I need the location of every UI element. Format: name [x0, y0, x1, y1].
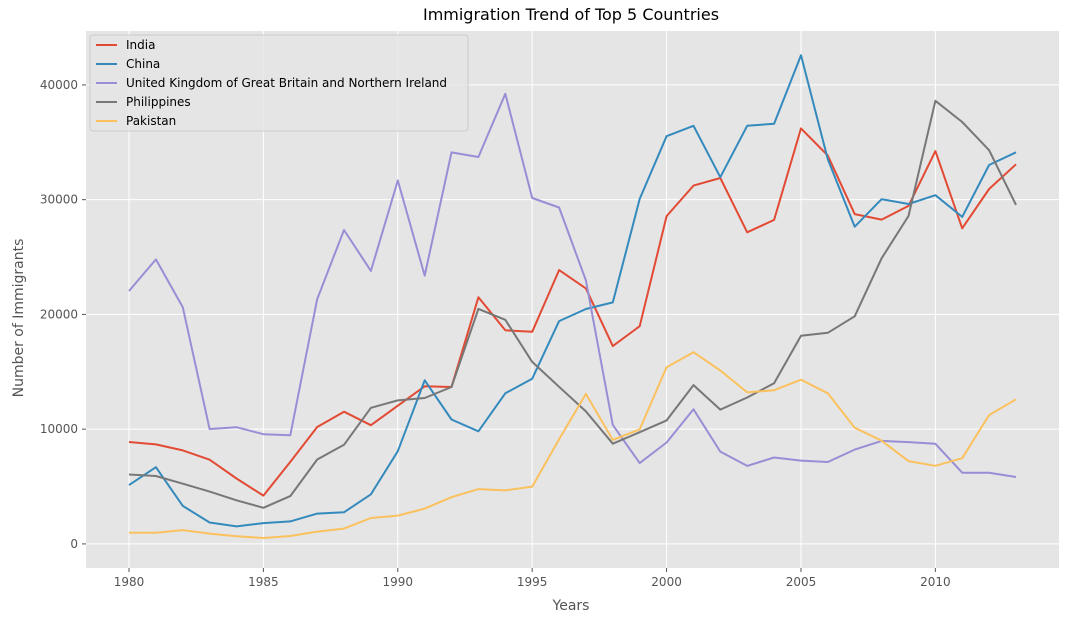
y-tick-label: 20000	[40, 307, 78, 321]
y-tick-label: 40000	[40, 78, 78, 92]
x-tick-label: 1985	[248, 575, 279, 589]
series-lines	[128, 54, 1017, 539]
legend-label-philippines: Philippines	[126, 95, 191, 109]
x-tick-label: 2010	[920, 575, 951, 589]
series-line-united-kingdom-of-great-britain-and-northern-ireland	[128, 92, 1017, 478]
axis-ticks: 1980 1985 1990 1995 2000 2005 2010 0 10000 20000 3…	[40, 78, 951, 589]
x-tick-label: 1990	[383, 575, 414, 589]
legend-label-pakistan: Pakistan	[126, 114, 176, 128]
legend-label-united-kingdom-of-great-britain-and-northern-ireland: United Kingdom of Great Britain and Nort…	[126, 76, 447, 90]
legend-label-india: India	[126, 38, 155, 52]
x-tick-label: 1980	[114, 575, 145, 589]
legend: India China United Kingdom of Great Britai…	[89, 34, 469, 132]
chart-title: Immigration Trend of Top 5 Countries	[423, 5, 719, 24]
series-line-pakistan	[128, 351, 1017, 539]
y-tick-label: 30000	[40, 193, 78, 207]
series-line-india	[128, 127, 1017, 497]
legend-label-china: China	[126, 57, 160, 71]
y-tick-label: 10000	[40, 422, 78, 436]
x-tick-label: 2005	[786, 575, 817, 589]
x-tick-label: 1995	[517, 575, 548, 589]
x-tick-label: 2000	[651, 575, 682, 589]
y-axis-label: Number of Immigrants	[11, 239, 27, 398]
y-tick-label: 0	[70, 537, 78, 551]
x-axis-label: Years	[552, 598, 590, 614]
legend-box	[89, 34, 469, 132]
series-line-philippines	[128, 99, 1017, 509]
series-line-china	[128, 54, 1017, 528]
